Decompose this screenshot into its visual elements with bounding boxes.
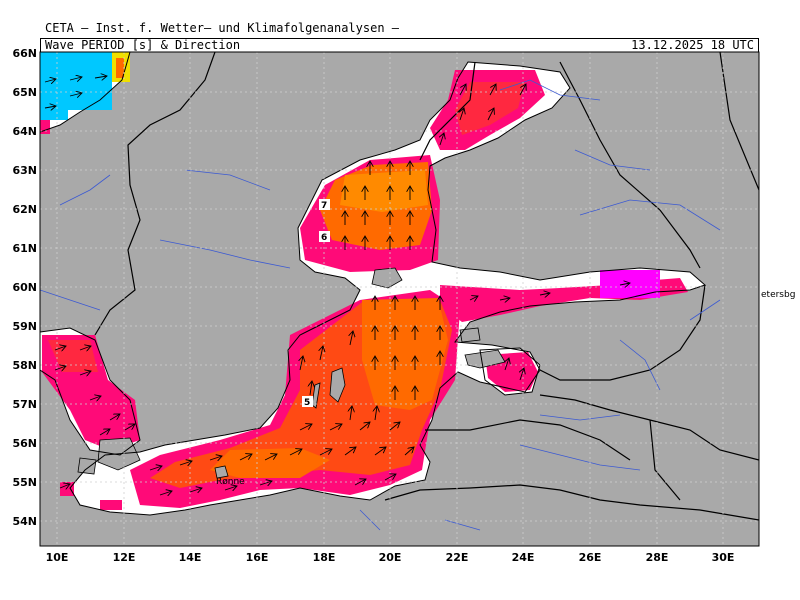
lon-label-12e: 12E (113, 551, 136, 564)
sea-main (70, 62, 705, 515)
islands (77, 267, 506, 479)
institute-header: CETA — Inst. f. Wetter— und Klimafolgena… (45, 21, 400, 35)
map-frame (39, 51, 760, 547)
lon-label-16e: 16E (246, 551, 269, 564)
wave-period-field (40, 52, 688, 510)
funen (77, 457, 97, 475)
lon-label-18e: 18E (313, 551, 336, 564)
lat-label-64n: 64N (12, 125, 37, 138)
lon-label-10e: 10E (46, 551, 69, 564)
lon-label-20e: 20E (379, 551, 402, 564)
lat-label-59n: 59N (12, 320, 37, 333)
rivers (40, 79, 721, 531)
gotland (329, 367, 346, 403)
lat-label-65n: 65N (12, 86, 37, 99)
lat-label-66n: 66N (12, 47, 37, 60)
lon-label-22e: 22E (446, 551, 469, 564)
direction-arrows (44, 76, 630, 495)
lat-label-55n: 55N (12, 476, 37, 489)
place-label-petersburg: etersbg (761, 290, 796, 300)
hiiumaa (459, 327, 481, 343)
map-title: Wave PERIOD [s] & Direction (45, 38, 241, 52)
lat-label-61n: 61N (12, 242, 37, 255)
timestamp: 13.12.2025 18 UTC (631, 38, 754, 52)
lat-label-58n: 58N (12, 359, 37, 372)
aland (371, 267, 403, 289)
coastlines (40, 52, 706, 516)
lon-label-14e: 14E (179, 551, 202, 564)
lon-label-30e: 30E (712, 551, 735, 564)
lat-label-56n: 56N (12, 437, 37, 450)
lon-label-28e: 28E (646, 551, 669, 564)
lat-label-60n: 60N (12, 281, 37, 294)
lat-label-57n: 57N (12, 398, 37, 411)
title-bar: Wave PERIOD [s] & Direction 13.12.2025 1… (40, 38, 759, 52)
lat-label-62n: 62N (12, 203, 37, 216)
lat-label-54n: 54N (12, 515, 37, 528)
bornholm (214, 465, 229, 479)
place-label-ronne: Rønne (216, 477, 245, 487)
contour-label-5: 5 (304, 398, 310, 408)
lon-label-26e: 26E (579, 551, 602, 564)
lat-label-63n: 63N (12, 164, 37, 177)
lon-label-24e: 24E (512, 551, 535, 564)
contour-label-6: 6 (321, 233, 327, 243)
saaremaa (464, 349, 506, 369)
contour-label-7: 7 (321, 201, 327, 211)
